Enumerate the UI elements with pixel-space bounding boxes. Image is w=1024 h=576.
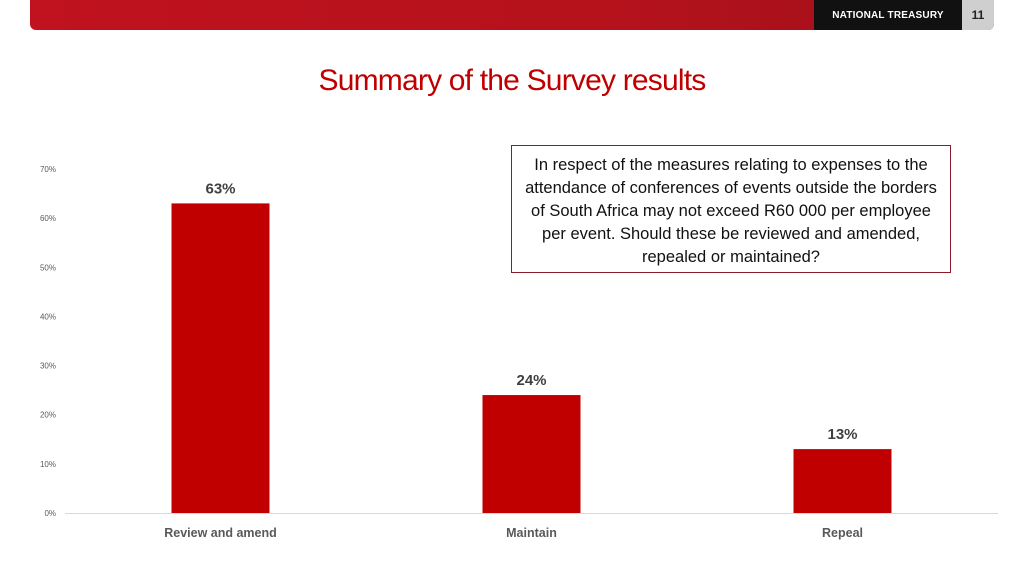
y-tick-label: 40% bbox=[40, 312, 56, 321]
y-tick-label: 10% bbox=[40, 460, 56, 469]
y-tick-label: 60% bbox=[40, 214, 56, 223]
question-box: In respect of the measures relating to e… bbox=[511, 145, 951, 273]
y-tick-label: 70% bbox=[40, 165, 56, 174]
category-label: Maintain bbox=[506, 526, 557, 540]
slide-title: Summary of the Survey results bbox=[318, 64, 707, 97]
brand-logo: NATIONAL TREASURY bbox=[814, 0, 962, 30]
data-label: 13% bbox=[827, 426, 857, 443]
page-number: 11 bbox=[962, 0, 994, 30]
bar-review-and-amend bbox=[171, 203, 270, 513]
y-tick-label: 30% bbox=[40, 362, 56, 371]
bar-maintain bbox=[482, 395, 581, 513]
data-label: 63% bbox=[205, 180, 235, 197]
y-tick-label: 20% bbox=[40, 411, 56, 420]
data-label: 24% bbox=[516, 372, 546, 389]
bar-repeal bbox=[793, 449, 892, 513]
category-label: Repeal bbox=[822, 526, 863, 540]
y-tick-label: 0% bbox=[44, 509, 56, 518]
y-tick-label: 50% bbox=[40, 263, 56, 272]
category-label: Review and amend bbox=[164, 526, 277, 540]
